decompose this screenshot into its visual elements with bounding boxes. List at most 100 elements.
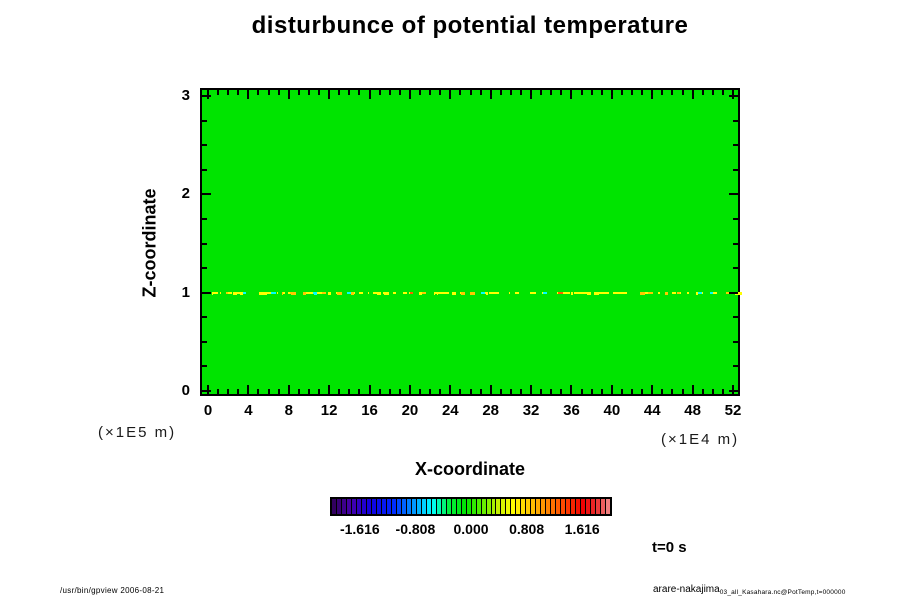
x-axis-tick	[369, 385, 371, 394]
disturbance-dash	[212, 291, 213, 295]
x-axis-tick	[722, 90, 724, 95]
y-axis-tick	[202, 169, 207, 171]
disturbance-dash	[599, 291, 604, 294]
x-axis-tick	[369, 90, 371, 99]
x-axis-tick	[268, 389, 270, 394]
disturbance-dash	[228, 291, 232, 294]
x-tick-label: 32	[522, 402, 540, 419]
x-axis-tick	[500, 389, 502, 394]
colorbar-segment	[346, 499, 352, 514]
x-axis-tick	[439, 389, 441, 394]
y-axis-tick	[202, 218, 207, 220]
x-axis-tick-labels: 0 4 8 12 16 20 24 28 32 36 40 44 48 52	[202, 402, 742, 422]
x-axis-tick	[692, 90, 694, 99]
disturbance-dash	[243, 291, 246, 294]
disturbance-dash	[283, 291, 285, 294]
colorbar-segment	[501, 499, 507, 514]
colorbar-segment	[461, 499, 467, 514]
x-axis-tick	[298, 389, 300, 394]
disturbance-dash	[445, 291, 449, 294]
disturbance-dash	[492, 291, 495, 294]
colorbar-segment	[491, 499, 497, 514]
x-axis-tick	[540, 90, 542, 95]
colorbar-segment	[401, 499, 407, 514]
y-axis-tick	[202, 120, 207, 122]
colorbar-segment	[481, 499, 487, 514]
x-axis-tick	[318, 389, 320, 394]
y-axis-unit-label: (×1E5 m)	[98, 424, 177, 441]
colorbar-segment	[466, 499, 472, 514]
colorbar-segment	[591, 499, 597, 514]
x-axis-tick	[358, 389, 360, 394]
disturbance-dash	[460, 291, 461, 294]
x-axis-tick	[601, 389, 603, 394]
x-axis-tick	[207, 90, 209, 99]
x-axis-tick	[247, 90, 249, 99]
disturbance-dash	[530, 291, 531, 294]
y-tick-label: 3	[181, 87, 190, 104]
x-axis-tick	[641, 90, 643, 95]
x-axis-tick	[278, 90, 280, 95]
disturbance-dash	[403, 291, 407, 294]
disturbance-dash	[277, 291, 278, 294]
disturbance-dash	[378, 291, 381, 295]
x-axis-tick	[338, 389, 340, 394]
colorbar-segment	[526, 499, 532, 514]
disturbance-dash	[419, 291, 422, 295]
x-tick-label: 0	[203, 402, 213, 419]
colorbar-segment	[381, 499, 387, 514]
disturbance-dash	[271, 291, 276, 294]
disturbance-dash	[368, 291, 369, 294]
disturbance-dash	[509, 291, 510, 294]
y-axis-tick	[202, 365, 207, 367]
footer-command-line: /usr/bin/gpview 2006-08-21	[60, 586, 165, 595]
x-axis-tick	[702, 90, 704, 95]
disturbance-dash	[384, 291, 389, 295]
y-axis-tick	[202, 316, 207, 318]
x-axis-tick	[490, 385, 492, 394]
disturbance-dash	[226, 291, 228, 294]
x-axis-tick	[480, 90, 482, 95]
disturbance-dash	[438, 291, 443, 294]
disturbance-dash	[373, 291, 377, 294]
x-axis-tick	[439, 90, 441, 95]
disturbance-dash	[489, 291, 492, 294]
x-axis-tick	[429, 90, 431, 95]
y-axis-tick	[733, 243, 738, 245]
colorbar-segment	[361, 499, 367, 514]
colorbar-segment	[446, 499, 452, 514]
x-axis-tick	[692, 385, 694, 394]
x-axis-tick	[591, 389, 593, 394]
colorbar-segment	[506, 499, 512, 514]
x-axis-tick	[237, 389, 239, 394]
x-axis-tick	[520, 90, 522, 95]
disturbance-dash	[328, 291, 331, 295]
disturbance-dash	[452, 291, 453, 295]
colorbar-segment	[376, 499, 382, 514]
disturbance-dash	[282, 291, 283, 295]
disturbance-dash	[409, 291, 410, 294]
x-tick-label: 24	[441, 402, 459, 419]
x-axis-tick	[480, 389, 482, 394]
x-axis-tick	[257, 389, 259, 394]
disturbance-dash	[453, 291, 456, 295]
y-axis-tick	[729, 193, 738, 195]
x-tick-label: 48	[684, 402, 701, 419]
x-axis-tick	[429, 389, 431, 394]
colorbar-segment	[386, 499, 392, 514]
disturbance-dash	[698, 291, 702, 294]
x-axis-tick	[227, 389, 229, 394]
y-axis-tick	[202, 267, 207, 269]
disturbance-dash	[303, 291, 306, 295]
y-tick-label: 0	[181, 382, 190, 399]
disturbance-dash	[658, 291, 660, 294]
disturbance-dash	[435, 291, 436, 294]
x-axis-tick	[732, 385, 734, 394]
x-tick-label: 8	[284, 402, 293, 419]
y-tick-label: 1	[181, 283, 190, 301]
disturbance-dash	[672, 291, 676, 294]
x-axis-tick	[338, 90, 340, 95]
disturbance-dash	[702, 291, 703, 294]
x-axis-tick	[207, 385, 209, 394]
